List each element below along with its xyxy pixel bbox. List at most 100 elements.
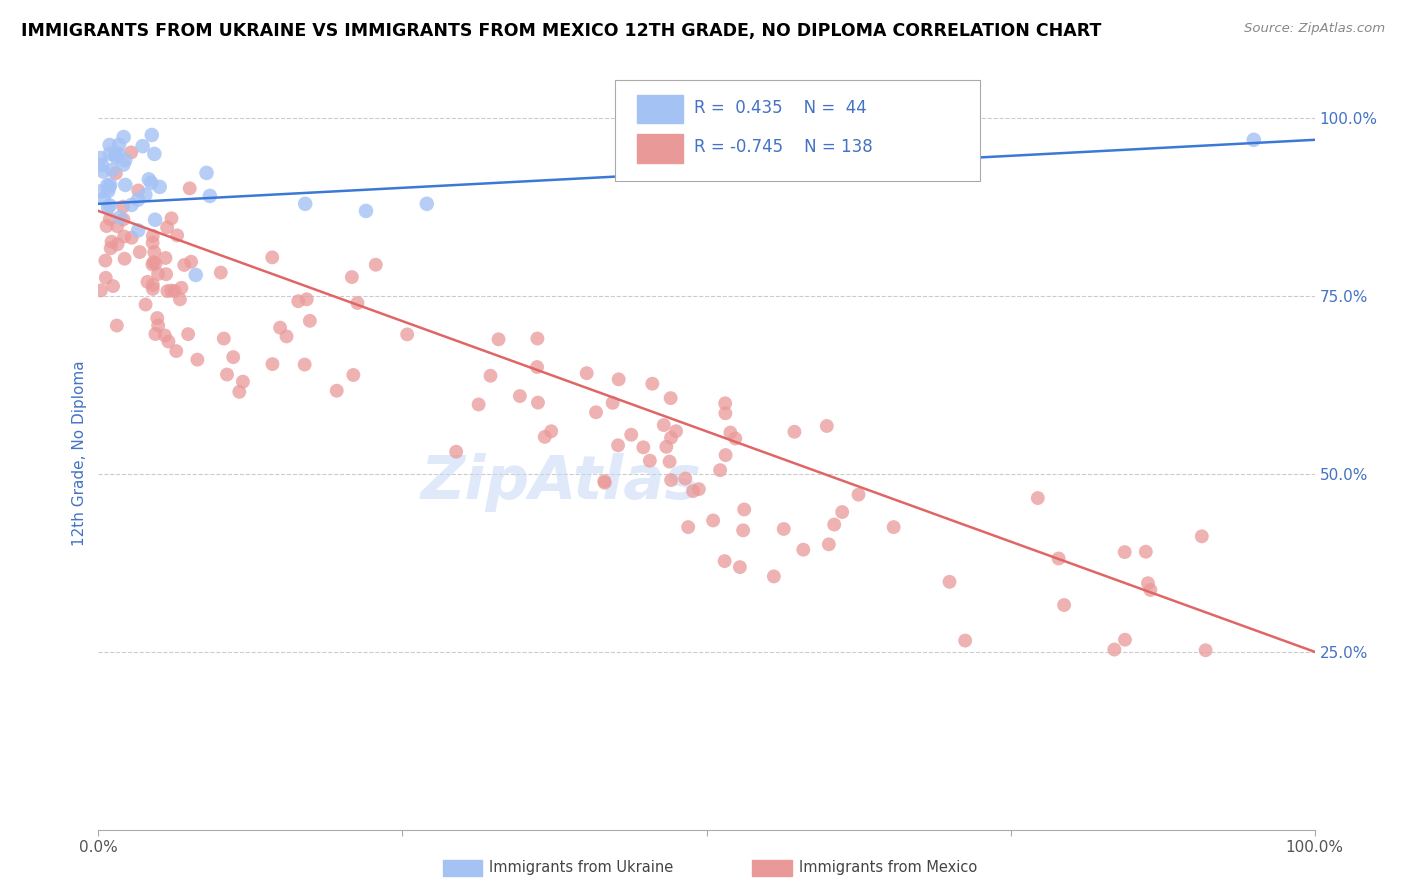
Point [142,228,165,243]
Point [90,284,112,298]
Point [527,395,550,409]
Point [620,427,643,442]
Point [156,284,179,298]
Point [166,228,188,243]
Point [93,164,115,178]
Point [298,314,321,328]
Point [96,178,118,193]
Point [212,332,235,346]
Point [325,384,347,398]
Point [134,187,156,202]
Point [186,352,208,367]
Point [823,517,845,532]
Point [607,438,630,452]
Point [638,453,661,467]
Point [112,229,135,244]
Point [848,488,870,502]
Point [157,334,180,349]
Point [295,293,318,307]
Point [93,192,115,206]
Point [607,372,630,386]
Point [276,329,298,343]
Point [416,196,439,211]
Point [222,350,245,364]
Point [540,424,562,438]
Point [165,344,187,359]
Point [169,293,191,307]
Point [177,327,200,342]
Point [135,297,157,311]
Point [121,231,143,245]
Point [198,189,221,203]
Point [143,147,166,161]
Point [294,196,316,211]
Text: IMMIGRANTS FROM UKRAINE VS IMMIGRANTS FROM MEXICO 12TH GRADE, NO DIPLOMA CORRELA: IMMIGRANTS FROM UKRAINE VS IMMIGRANTS FR… [21,22,1101,40]
Point [141,258,163,272]
Point [818,537,841,551]
Point [269,320,291,334]
Point [682,484,704,499]
Point [90,185,112,199]
Point [155,251,177,265]
Point [340,270,363,285]
Point [1047,551,1070,566]
Point [709,463,731,477]
Point [1243,133,1265,147]
Point [728,560,751,574]
Text: R = -0.745    N = 138: R = -0.745 N = 138 [695,138,873,156]
Point [287,294,309,309]
Point [228,384,250,399]
Point [104,166,127,180]
Point [262,357,284,371]
Point [1114,632,1136,647]
Point [128,245,150,260]
Point [488,332,510,346]
Point [108,211,131,225]
Point [94,270,117,285]
Point [688,482,710,496]
Point [160,284,183,298]
Point [145,326,167,341]
Point [718,425,741,440]
Text: R =  0.435    N =  44: R = 0.435 N = 44 [695,99,868,117]
Point [724,432,747,446]
Point [195,166,218,180]
Point [94,253,117,268]
Point [138,172,160,186]
Point [89,151,111,165]
Point [146,311,169,326]
Point [107,237,129,252]
Text: Immigrants from Mexico: Immigrants from Mexico [799,861,977,875]
Point [396,327,419,342]
Point [593,475,616,490]
Point [509,389,531,403]
Point [149,179,172,194]
Point [112,157,135,171]
Y-axis label: 12th Grade, No Diploma: 12th Grade, No Diploma [72,359,87,546]
Point [104,148,127,162]
Point [294,358,316,372]
Point [883,520,905,534]
Point [652,418,675,433]
Point [815,419,838,434]
Point [112,130,135,145]
Point [127,193,149,207]
Point [655,440,678,454]
Point [714,396,737,410]
Point [1194,643,1216,657]
Point [676,520,699,534]
Point [160,211,183,226]
Point [98,178,121,192]
Point [142,235,165,250]
Point [1139,582,1161,597]
Point [112,200,135,214]
Point [121,198,143,212]
Point [136,275,159,289]
Point [105,219,128,234]
Point [783,425,806,439]
Point [105,150,128,164]
Bar [637,134,683,162]
Point [100,241,122,255]
Point [142,255,165,269]
Point [98,138,121,153]
